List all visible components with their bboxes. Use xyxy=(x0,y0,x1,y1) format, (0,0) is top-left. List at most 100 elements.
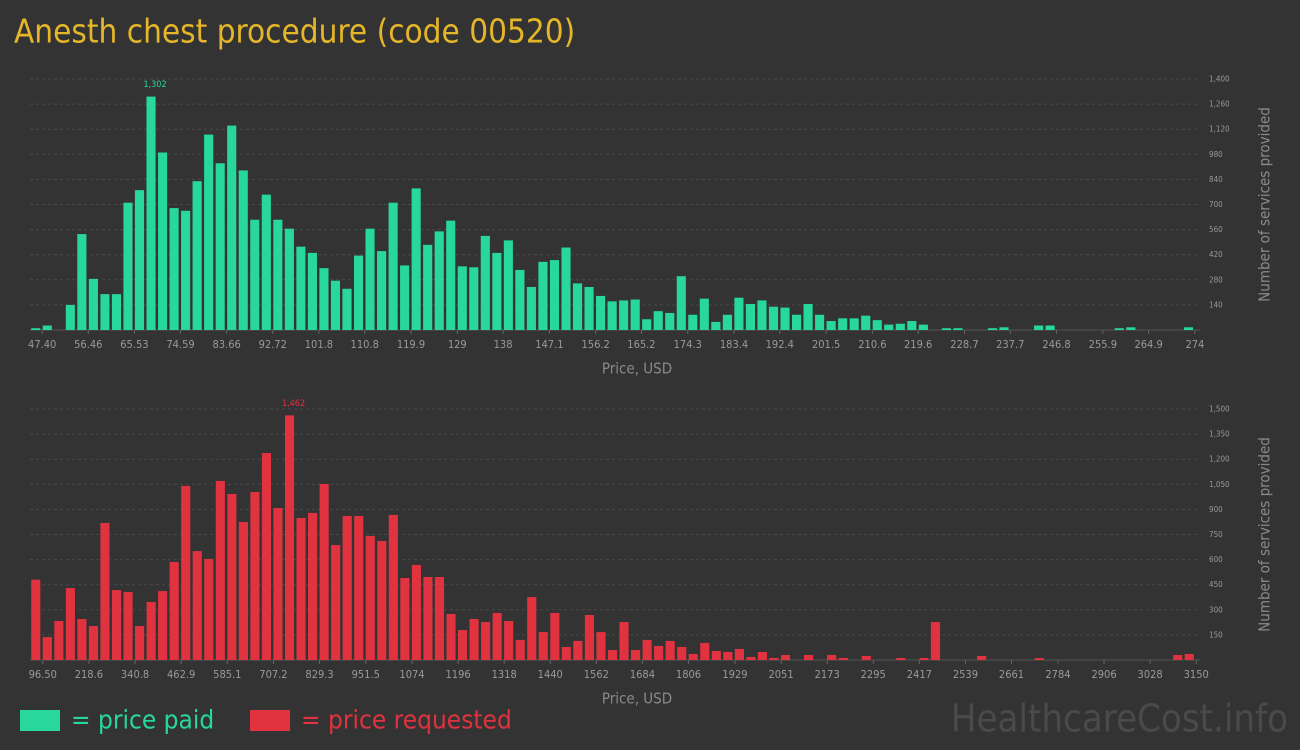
x-tick-label: 96.50 xyxy=(29,668,57,681)
y-tick-label: 750 xyxy=(1209,530,1223,539)
bar xyxy=(492,252,502,330)
bar xyxy=(1034,325,1044,330)
x-tick-label: 1074 xyxy=(399,668,424,681)
x-tick-label: 1929 xyxy=(722,668,747,681)
y-tick-label: 900 xyxy=(1209,505,1223,514)
y-tick-label: 1,120 xyxy=(1209,125,1230,134)
x-tick-label: 119.9 xyxy=(397,338,425,351)
bar xyxy=(481,622,491,660)
bar xyxy=(111,590,122,660)
bar xyxy=(469,619,479,660)
bar xyxy=(158,591,168,660)
bar xyxy=(515,639,525,660)
x-tick-label: 228.7 xyxy=(950,338,978,351)
x-tick-label: 74.59 xyxy=(166,338,194,351)
bar xyxy=(250,219,260,330)
bar xyxy=(861,315,871,330)
bar xyxy=(503,240,513,330)
bar xyxy=(642,639,652,660)
bar xyxy=(400,265,410,330)
bar xyxy=(515,269,525,330)
y-tick-label: 1,260 xyxy=(1209,100,1230,109)
bar xyxy=(1184,653,1194,660)
x-axis-label: Price, USD xyxy=(602,690,672,708)
bar xyxy=(227,125,237,330)
x-tick-label: 3028 xyxy=(1138,668,1163,681)
bar xyxy=(584,286,594,330)
bar xyxy=(377,251,387,330)
bar xyxy=(307,252,317,330)
legend-label: = price paid xyxy=(71,706,214,736)
bar xyxy=(308,512,318,660)
bar xyxy=(88,278,98,330)
x-tick-label: 340.8 xyxy=(121,668,149,681)
bar xyxy=(135,626,145,660)
bar xyxy=(746,656,756,660)
x-tick-label: 264.9 xyxy=(1134,338,1162,351)
bar xyxy=(100,294,110,330)
y-tick-label: 840 xyxy=(1209,175,1223,184)
x-tick-label: 47.40 xyxy=(28,338,56,351)
bar xyxy=(192,551,202,660)
bar xyxy=(1126,327,1136,330)
bar xyxy=(353,255,364,330)
x-tick-label: 210.6 xyxy=(858,338,886,351)
bar xyxy=(561,646,571,660)
x-tick-label: 585.1 xyxy=(213,668,241,681)
bar xyxy=(192,181,202,330)
bar xyxy=(261,194,271,330)
x-tick-label: 462.9 xyxy=(167,668,195,681)
y-tick-label: 140 xyxy=(1209,300,1223,309)
bar xyxy=(757,651,767,660)
bar xyxy=(803,654,814,660)
bar xyxy=(930,622,941,660)
x-tick-label: 83.66 xyxy=(212,338,240,351)
bar xyxy=(676,276,686,330)
x-tick-label: 2539 xyxy=(953,668,978,681)
bar xyxy=(342,515,352,660)
bar xyxy=(723,651,733,660)
bar xyxy=(434,577,445,660)
x-tick-label: 156.2 xyxy=(582,338,610,351)
x-tick-label: 2417 xyxy=(907,668,932,681)
bar xyxy=(331,545,341,660)
bar xyxy=(907,321,917,330)
bar xyxy=(123,592,133,660)
x-tick-label: 237.7 xyxy=(996,338,1024,351)
bar xyxy=(330,280,341,330)
bar xyxy=(365,536,375,660)
bar xyxy=(388,202,398,330)
bar xyxy=(388,514,398,660)
bar xyxy=(607,301,617,330)
bar xyxy=(688,653,698,660)
bar xyxy=(826,321,836,330)
bar xyxy=(572,283,583,330)
bar xyxy=(319,483,329,660)
x-tick-label: 129 xyxy=(448,338,467,351)
y-tick-label: 1,050 xyxy=(1209,480,1230,489)
bar xyxy=(65,304,75,330)
bar xyxy=(204,134,214,330)
bar xyxy=(780,654,791,660)
y-tick-label: 600 xyxy=(1209,555,1223,564)
x-tick-label: 1684 xyxy=(630,668,655,681)
y-tick-label: 560 xyxy=(1209,225,1223,234)
bar xyxy=(261,453,272,660)
bar xyxy=(803,304,813,330)
bar xyxy=(169,561,179,660)
x-tick-label: 2661 xyxy=(999,668,1024,681)
y-tick-label: 150 xyxy=(1209,630,1223,639)
bar xyxy=(319,268,329,330)
bar xyxy=(215,163,225,330)
x-axis-label: Price, USD xyxy=(602,360,672,378)
bar xyxy=(872,320,882,330)
bar xyxy=(653,311,663,330)
bar xyxy=(896,657,906,660)
bar xyxy=(342,288,352,330)
bar xyxy=(1183,327,1194,330)
bar xyxy=(573,640,583,660)
bar xyxy=(296,517,306,660)
x-tick-label: 218.6 xyxy=(75,668,103,681)
bar xyxy=(181,485,191,660)
